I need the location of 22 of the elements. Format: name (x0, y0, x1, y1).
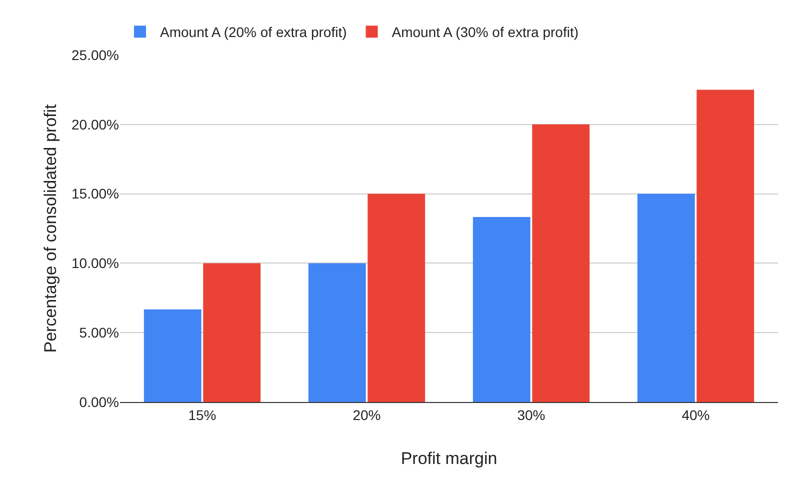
y-axis-title: Percentage of consolidated profit (41, 104, 60, 353)
y-tick-label: 25.00% (72, 46, 119, 63)
bar (637, 194, 695, 402)
y-tick-label: 10.00% (72, 255, 119, 272)
y-tick-label: 20.00% (72, 116, 119, 132)
x-axis-title: Profit margin (400, 449, 498, 468)
legend-label: Amount A (30% of extra profit) (392, 24, 579, 40)
bar (144, 309, 202, 402)
bar (308, 263, 366, 402)
x-tick-label: 30% (517, 406, 546, 423)
y-tick-label: 0.00% (79, 394, 119, 410)
bar (532, 124, 590, 402)
x-tick-label: 40% (682, 406, 710, 423)
bar (203, 263, 261, 402)
y-tick-label: 5.00% (79, 324, 119, 340)
x-tick-label: 15% (188, 406, 216, 423)
bar (472, 216, 530, 402)
x-tick-label: 20% (352, 406, 381, 423)
bar (696, 90, 754, 402)
legend-label: Amount A (20% of extra profit) (160, 24, 347, 40)
y-tick-label: 15.00% (72, 186, 119, 202)
bar (368, 194, 426, 402)
